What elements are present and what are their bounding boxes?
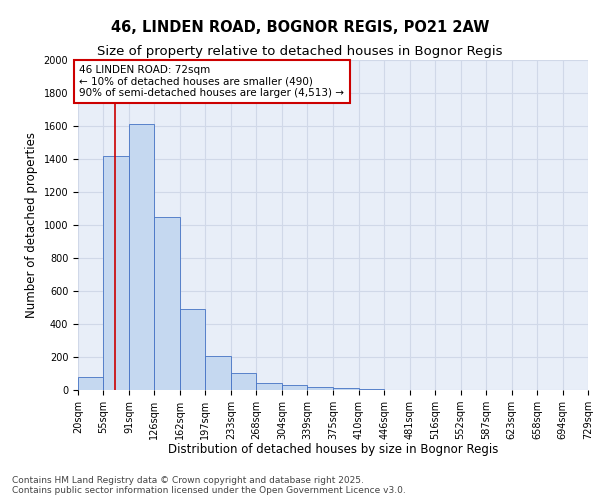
Bar	[78, 377, 103, 390]
Bar	[359, 389, 385, 390]
Bar	[154, 217, 180, 390]
Bar	[231, 372, 256, 390]
Bar	[103, 156, 129, 390]
Text: Contains HM Land Registry data © Crown copyright and database right 2025.
Contai: Contains HM Land Registry data © Crown c…	[12, 476, 406, 495]
Bar	[180, 309, 205, 390]
Text: 46 LINDEN ROAD: 72sqm
← 10% of detached houses are smaller (490)
90% of semi-det: 46 LINDEN ROAD: 72sqm ← 10% of detached …	[79, 65, 344, 98]
Bar	[256, 384, 282, 390]
Y-axis label: Number of detached properties: Number of detached properties	[25, 132, 38, 318]
Bar	[282, 385, 307, 390]
X-axis label: Distribution of detached houses by size in Bognor Regis: Distribution of detached houses by size …	[168, 444, 498, 456]
Bar	[307, 386, 334, 390]
Bar	[129, 124, 154, 390]
Text: Size of property relative to detached houses in Bognor Regis: Size of property relative to detached ho…	[97, 45, 503, 58]
Bar	[334, 388, 359, 390]
Text: 46, LINDEN ROAD, BOGNOR REGIS, PO21 2AW: 46, LINDEN ROAD, BOGNOR REGIS, PO21 2AW	[111, 20, 489, 35]
Bar	[205, 356, 231, 390]
